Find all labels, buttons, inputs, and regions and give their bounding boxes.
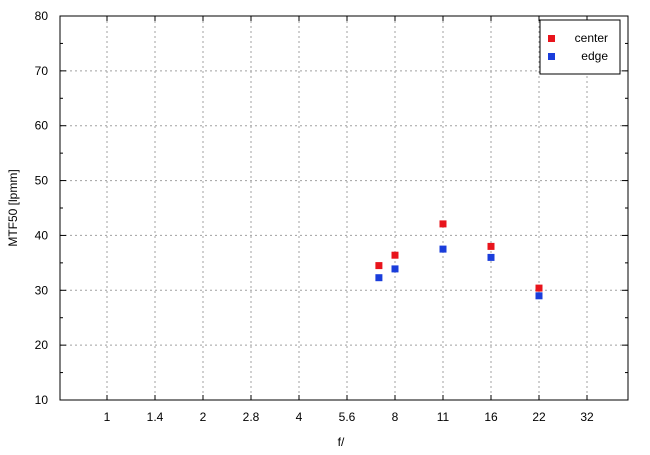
legend-label-edge: edge bbox=[581, 49, 608, 63]
legend-label-center: center bbox=[575, 31, 608, 45]
data-point-edge bbox=[535, 292, 543, 300]
y-tick-labels: 10 20 30 40 50 60 70 80 bbox=[35, 9, 49, 407]
legend-swatch-center bbox=[548, 35, 555, 42]
legend-swatch-edge bbox=[548, 53, 555, 60]
data-point-center bbox=[391, 251, 399, 259]
data-point-center bbox=[487, 242, 495, 250]
data-point-center bbox=[439, 220, 447, 228]
y-tick-label: 50 bbox=[35, 174, 49, 188]
x-tick-label: 2 bbox=[200, 410, 207, 424]
data-point-edge bbox=[375, 274, 383, 282]
axis-ticks bbox=[60, 15, 628, 401]
data-point-edge bbox=[391, 265, 399, 273]
x-tick-label: 11 bbox=[437, 410, 450, 424]
grid bbox=[60, 15, 628, 400]
legend-box bbox=[539, 19, 621, 75]
data-point-edge bbox=[439, 245, 447, 253]
x-tick-label: 22 bbox=[532, 410, 546, 424]
legend: center edge bbox=[539, 19, 621, 75]
x-tick-label: 4 bbox=[296, 410, 303, 424]
x-tick-label: 16 bbox=[484, 410, 498, 424]
y-tick-label: 80 bbox=[35, 9, 49, 23]
y-tick-label: 40 bbox=[35, 228, 49, 242]
x-tick-label: 1.4 bbox=[147, 410, 164, 424]
x-axis-label: f/ bbox=[338, 435, 345, 449]
data-point-center bbox=[375, 262, 383, 270]
y-tick-label: 70 bbox=[35, 64, 49, 78]
x-tick-labels: 1 1.4 2 2.8 4 5.6 8 11 16 22 32 bbox=[104, 410, 594, 424]
y-tick-label: 60 bbox=[35, 119, 49, 133]
y-axis-label: MTF50 [lpmm] bbox=[6, 169, 20, 246]
data-points bbox=[375, 220, 543, 300]
y-tick-label: 10 bbox=[35, 393, 49, 407]
x-tick-label: 2.8 bbox=[243, 410, 260, 424]
data-point-edge bbox=[487, 253, 495, 261]
x-tick-label: 8 bbox=[392, 410, 399, 424]
y-tick-label: 30 bbox=[35, 283, 49, 297]
x-tick-label: 32 bbox=[580, 410, 594, 424]
y-tick-label: 20 bbox=[35, 338, 49, 352]
data-point-center bbox=[535, 284, 543, 292]
x-tick-label: 5.6 bbox=[339, 410, 356, 424]
x-tick-label: 1 bbox=[104, 410, 111, 424]
